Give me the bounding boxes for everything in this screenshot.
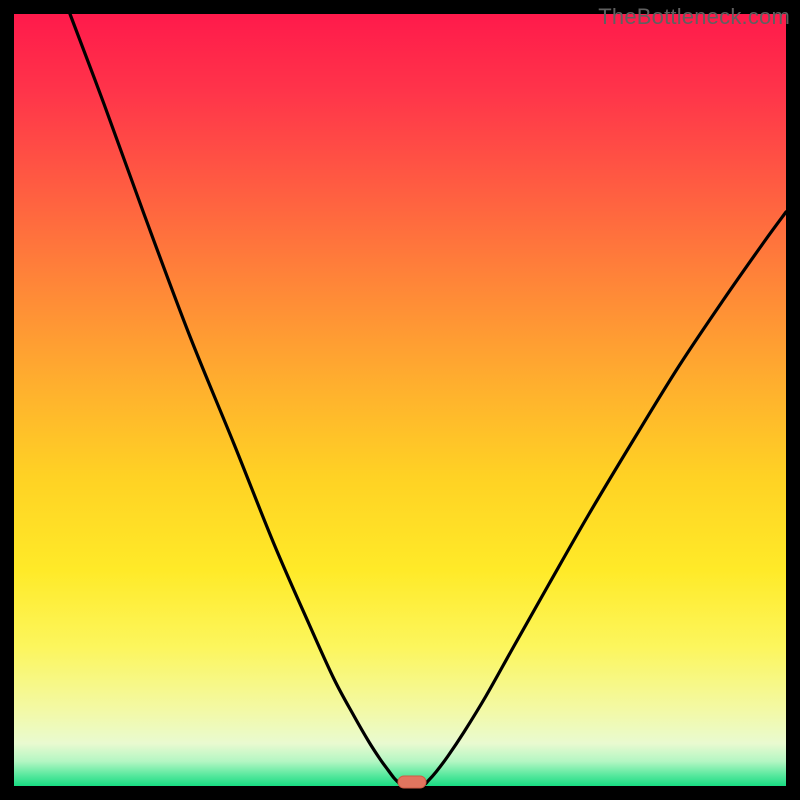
watermark-text: TheBottleneck.com [598, 4, 790, 30]
chart-svg [0, 0, 800, 800]
chart-frame [0, 0, 800, 800]
optimal-point-marker [398, 776, 426, 788]
plot-background [14, 14, 786, 786]
